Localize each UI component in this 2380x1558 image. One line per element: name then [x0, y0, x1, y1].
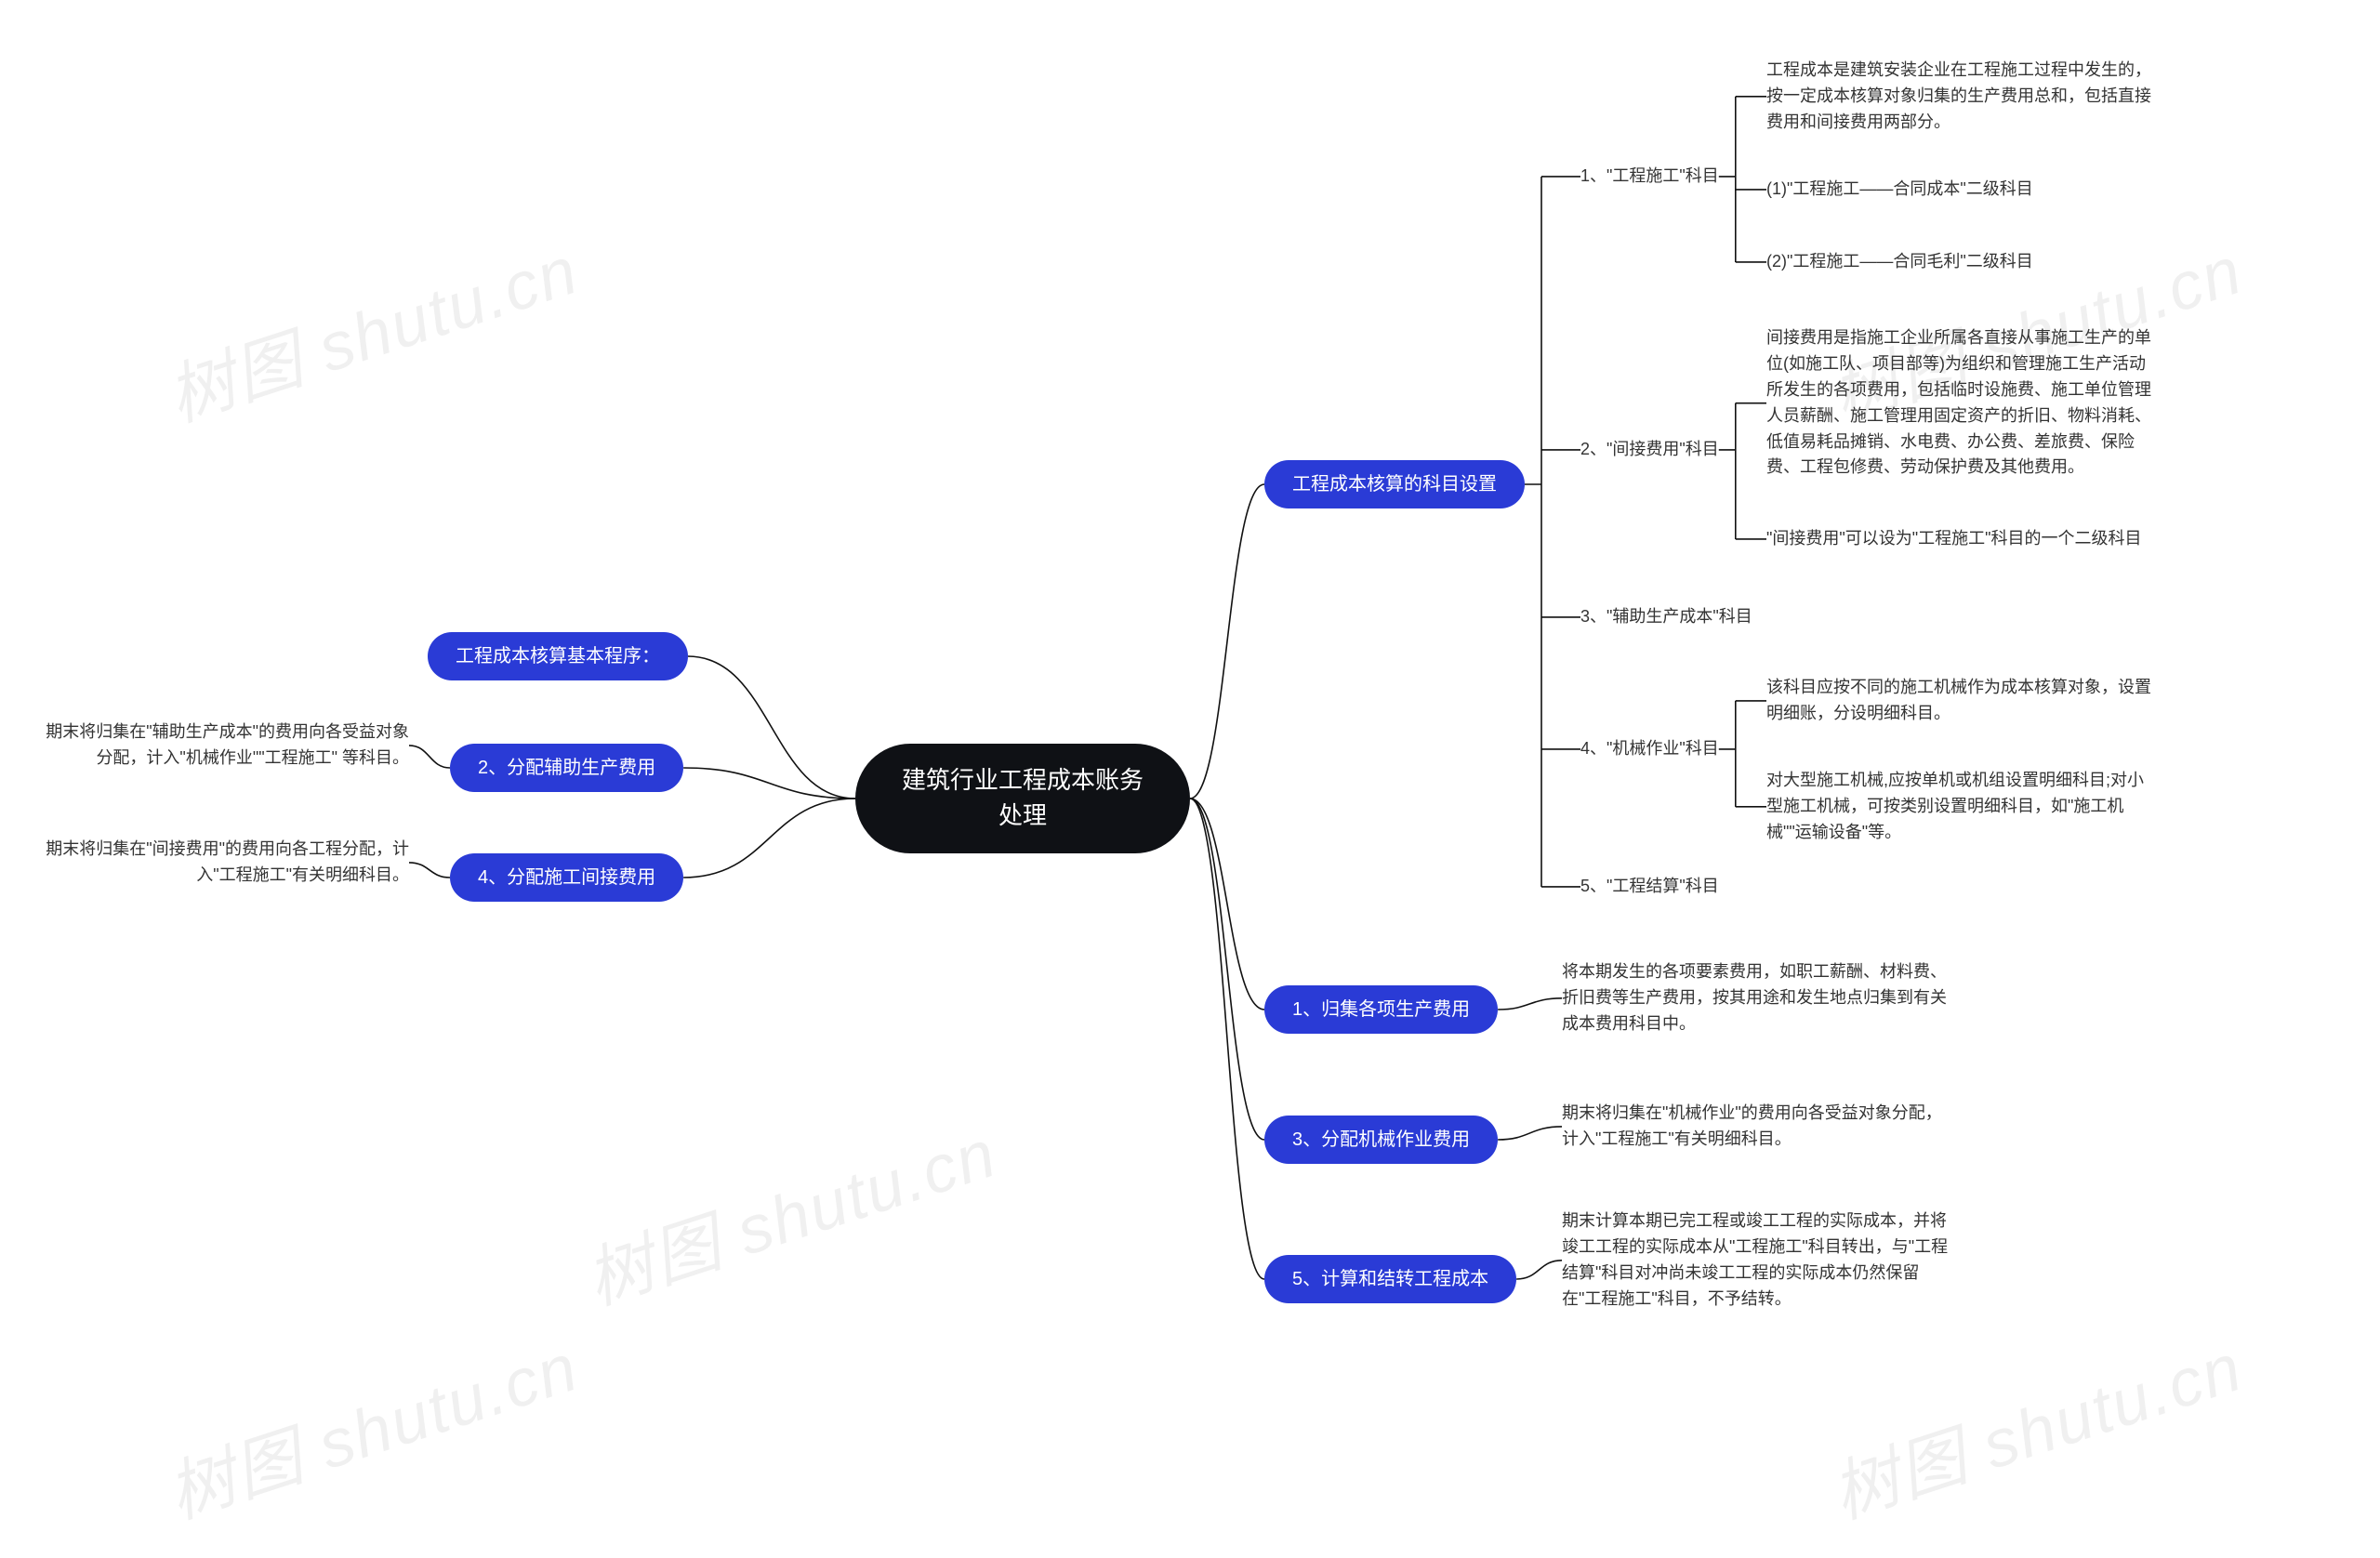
- right-branch-0-child-4: 5、"工程结算"科目: [1580, 874, 1719, 900]
- root-label: 建筑行业工程成本账务处理: [896, 763, 1149, 833]
- right-branch-3-leaf-0: 期末计算本期已完工程或竣工工程的实际成本，并将竣工工程的实际成本从"工程施工"科…: [1562, 1208, 1952, 1313]
- left-branch-1: 2、分配辅助生产费用: [450, 744, 683, 792]
- right-branch-0-child-1: 2、"间接费用"科目: [1580, 437, 1719, 463]
- left-branch-2: 4、分配施工间接费用: [450, 853, 683, 902]
- watermark: 树图 shutu.cn: [572, 1099, 1007, 1323]
- right-branch-0-child-2: 3、"辅助生产成本"科目: [1580, 604, 1752, 630]
- right-branch-0-child-0-leaf-2: (2)"工程施工——合同毛利"二级科目: [1766, 249, 2033, 275]
- right-branch-0-child-0: 1、"工程施工"科目: [1580, 164, 1719, 190]
- watermark: 树图 shutu.cn: [153, 1313, 588, 1537]
- right-branch-0-child-0-leaf-1: (1)"工程施工——合同成本"二级科目: [1766, 177, 2033, 203]
- watermark: 树图 shutu.cn: [153, 216, 588, 440]
- right-branch-3: 5、计算和结转工程成本: [1264, 1255, 1516, 1303]
- right-branch-3-label: 5、计算和结转工程成本: [1292, 1266, 1488, 1293]
- right-branch-0-child-3-leaf-0: 该科目应按不同的施工机械作为成本核算对象，设置明细账，分设明细科目。: [1766, 675, 2157, 727]
- right-branch-2: 3、分配机械作业费用: [1264, 1116, 1498, 1164]
- left-branch-2-leaf-0: 期末将归集在"间接费用"的费用向各工程分配，计入"工程施工"有关明细科目。: [37, 837, 409, 889]
- right-branch-2-label: 3、分配机械作业费用: [1292, 1127, 1470, 1154]
- right-branch-1-leaf-0: 将本期发生的各项要素费用，如职工薪酬、材料费、折旧费等生产费用，按其用途和发生地…: [1562, 959, 1952, 1037]
- left-branch-0-label: 工程成本核算基本程序：: [456, 643, 660, 670]
- right-branch-0-label: 工程成本核算的科目设置: [1292, 471, 1497, 498]
- left-branch-1-leaf-0: 期末将归集在"辅助生产成本"的费用向各受益对象分配，计入"机械作业""工程施工"…: [37, 720, 409, 772]
- right-branch-0-child-0-leaf-0: 工程成本是建筑安装企业在工程施工过程中发生的，按一定成本核算对象归集的生产费用总…: [1766, 58, 2157, 136]
- root-node: 建筑行业工程成本账务处理: [855, 744, 1190, 853]
- left-branch-2-label: 4、分配施工间接费用: [478, 865, 655, 891]
- right-branch-0-child-3-leaf-1: 对大型施工机械,应按单机或机组设置明细科目;对小型施工机械，可按类别设置明细科目…: [1766, 768, 2157, 846]
- right-branch-1: 1、归集各项生产费用: [1264, 985, 1498, 1034]
- right-branch-0-child-1-leaf-1: "间接费用"可以设为"工程施工"科目的一个二级科目: [1766, 526, 2142, 552]
- right-branch-0-child-1-leaf-0: 间接费用是指施工企业所属各直接从事施工生产的单位(如施工队、项目部等)为组织和管…: [1766, 325, 2157, 481]
- right-branch-0-child-3: 4、"机械作业"科目: [1580, 736, 1719, 762]
- left-branch-1-label: 2、分配辅助生产费用: [478, 755, 655, 782]
- watermark: 树图 shutu.cn: [1818, 1313, 2253, 1537]
- right-branch-2-leaf-0: 期末将归集在"机械作业"的费用向各受益对象分配，计入"工程施工"有关明细科目。: [1562, 1101, 1952, 1153]
- right-branch-0: 工程成本核算的科目设置: [1264, 460, 1525, 508]
- right-branch-1-label: 1、归集各项生产费用: [1292, 997, 1470, 1023]
- left-branch-0: 工程成本核算基本程序：: [428, 632, 688, 680]
